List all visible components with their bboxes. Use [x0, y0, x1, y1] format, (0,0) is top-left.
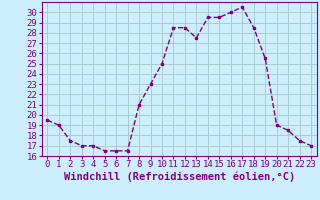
X-axis label: Windchill (Refroidissement éolien,°C): Windchill (Refroidissement éolien,°C): [64, 172, 295, 182]
